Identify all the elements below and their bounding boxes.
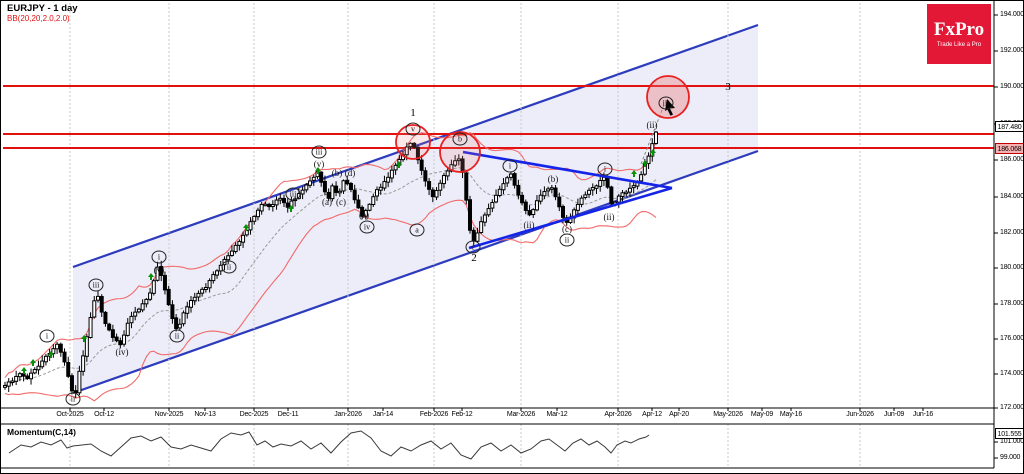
time-axis-label: Apr-20 xyxy=(669,411,689,418)
wave-label: (e) xyxy=(359,210,369,220)
time-axis-label: Mar-2026 xyxy=(506,411,536,418)
wave-label: (b) xyxy=(547,174,559,184)
price-axis-label: 174.000 xyxy=(1000,370,1024,377)
wave-label: iii xyxy=(311,145,327,159)
time-axis-label: Feb-12 xyxy=(451,411,473,418)
wave-number: 1 xyxy=(410,107,416,119)
wave-label: i xyxy=(597,162,613,176)
wave-label: ii xyxy=(65,392,81,406)
wave-label: (c) xyxy=(336,197,346,207)
price-axis-label: 182.000 xyxy=(1000,229,1024,236)
price-axis-label: 194.000 xyxy=(1000,11,1024,18)
momentum-axis-label: 99.000 xyxy=(1000,454,1021,461)
time-axis-label: May-09 xyxy=(750,411,774,418)
wave-label: (ii) xyxy=(603,212,615,222)
wave-label: iv xyxy=(359,220,375,234)
wave-label: c xyxy=(465,240,481,254)
wave-number: 2 xyxy=(471,252,477,264)
wave-label: iii xyxy=(285,187,301,201)
price-badge: 186.068 xyxy=(995,143,1023,154)
wave-label: (iv) xyxy=(115,347,129,357)
time-axis-label: Oct-12 xyxy=(94,411,114,418)
price-axis-label: 176.000 xyxy=(1000,335,1024,342)
price-axis-label: 178.000 xyxy=(1000,300,1024,307)
momentum-axis-label: 101.000 xyxy=(1000,438,1024,445)
time-axis-label: Dec-11 xyxy=(277,411,299,418)
price-axis-label: 172.000 xyxy=(1000,404,1024,411)
time-axis-label: Jun-2026 xyxy=(846,411,874,418)
price-badge: 187.480 xyxy=(995,121,1023,132)
wave-label: (v) xyxy=(313,159,325,169)
wave-label: a xyxy=(409,223,425,237)
fxpro-logo-tagline: Trade Like a Pro xyxy=(936,42,982,48)
time-axis-label: May-16 xyxy=(779,411,803,418)
time-axis-label: Feb-2026 xyxy=(419,411,449,418)
time-axis-label: Dec-2025 xyxy=(239,411,269,418)
wave-label: (v) xyxy=(153,265,165,275)
time-axis-label: May-2026 xyxy=(713,411,743,418)
wave-label: iii xyxy=(658,96,674,110)
wave-label: ii xyxy=(169,329,185,343)
momentum-badge: 101.555 xyxy=(995,428,1023,439)
wave-label: iii xyxy=(88,278,104,292)
wave-label: i xyxy=(151,250,167,264)
wave-label: b xyxy=(452,132,468,146)
time-axis-label: Jan-14 xyxy=(372,411,394,418)
wave-number: 3 xyxy=(725,81,731,93)
fxpro-logo: FxPro Trade Like a Pro xyxy=(927,4,991,64)
fxpro-logo-brand: FxPro xyxy=(933,19,985,40)
symbol-title: EURJPY - 1 day xyxy=(7,3,78,14)
time-axis-label: Jun-16 xyxy=(912,411,934,418)
time-axis-label: Apr-2026 xyxy=(604,411,632,418)
wave-label: ii xyxy=(221,260,237,274)
time-axis-label: Oct-2025 xyxy=(56,411,84,418)
wave-label: i xyxy=(39,329,55,343)
time-axis-label: Nov-13 xyxy=(194,411,216,418)
time-axis-label: Jun-09 xyxy=(883,411,905,418)
time-axis-label: Apr-12 xyxy=(642,411,662,418)
wave-label: (b) xyxy=(331,168,343,178)
price-axis-label: 190.000 xyxy=(1000,83,1024,90)
price-axis-label: 186.000 xyxy=(1000,156,1024,163)
wave-label: i xyxy=(502,159,518,173)
price-axis-label: 180.000 xyxy=(1000,264,1024,271)
time-axis-label: Nov-2025 xyxy=(154,411,184,418)
time-axis-label: Jan-2026 xyxy=(334,411,362,418)
momentum-indicator-label: Momentum(C,14) xyxy=(7,427,76,437)
wave-label: (ii) xyxy=(523,220,535,230)
wave-label: ii xyxy=(559,233,575,247)
wave-label: (d) xyxy=(344,168,356,178)
price-axis-label: 184.000 xyxy=(1000,193,1024,200)
time-axis-label: Mar-12 xyxy=(546,411,568,418)
wave-label: (a) xyxy=(322,197,332,207)
wave-label: (c) xyxy=(562,224,572,234)
price-axis-label: 192.000 xyxy=(1000,47,1024,54)
wave-label: (ii) xyxy=(646,120,658,130)
indicator-title: BB(20,20,2.0,2.0) xyxy=(7,14,70,23)
wave-label: v xyxy=(405,122,421,136)
